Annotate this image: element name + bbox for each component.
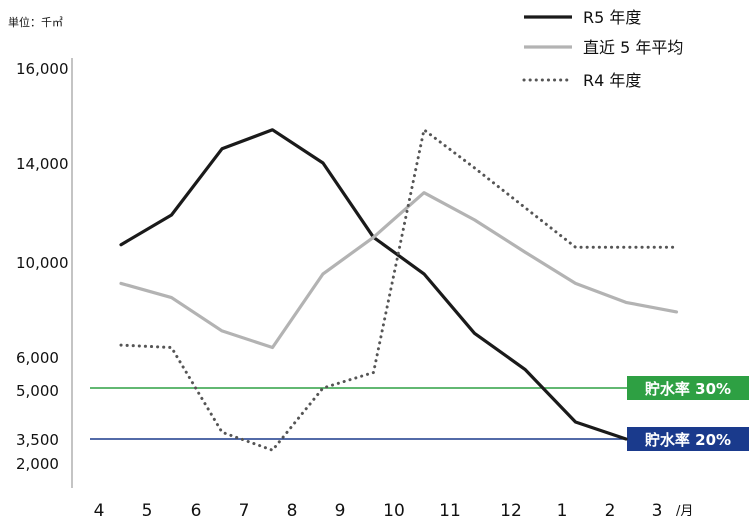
legend-label: R4 年度: [583, 71, 641, 90]
y-tick-labels: 16,000 14,000 10,000 6,000 5,000 3,500 2,000: [16, 60, 69, 473]
unit-label: 単位：千㎥: [8, 15, 63, 29]
y-tick-label: 6,000: [16, 349, 59, 367]
x-tick-label: 12: [500, 501, 522, 520]
series-line: [119, 128, 678, 452]
reference-label: 貯水率 20%: [645, 431, 731, 449]
series-lines: [119, 128, 679, 452]
x-tick-label: 9: [335, 501, 346, 520]
x-tick-label: 2: [605, 501, 616, 520]
y-tick-label: 2,000: [16, 455, 59, 473]
reference-label-box: [627, 376, 749, 400]
x-tick-label: 5: [142, 501, 153, 520]
y-tick-label: 16,000: [16, 60, 69, 78]
y-tick-label: 14,000: [16, 155, 69, 173]
y-tick-label: 10,000: [16, 254, 69, 272]
y-tick-label: 5,000: [16, 382, 59, 400]
legend-label: R5 年度: [583, 8, 641, 27]
x-tick-label: 8: [287, 501, 298, 520]
series-line: [119, 191, 679, 350]
reference-label: 貯水率 30%: [645, 380, 731, 398]
reference-lines: 貯水率 30% 貯水率 20%: [90, 376, 749, 451]
x-tick-label: 7: [239, 501, 250, 520]
x-tick-label: 4: [94, 501, 105, 520]
x-unit-label: /月: [676, 504, 693, 519]
x-tick-labels: 4 5 6 7 8 9 10 11 12 1 2 3/月: [94, 501, 694, 520]
x-tick-label: 1: [557, 501, 568, 520]
y-tick-label: 3,500: [16, 431, 59, 449]
legend-label: 直近 5 年平均: [583, 38, 683, 57]
x-tick-label: 6: [191, 501, 202, 520]
reference-label-box: [627, 427, 749, 451]
x-tick-label: 10: [383, 501, 405, 520]
series-line: [119, 128, 628, 441]
x-tick-label: 11: [439, 501, 461, 520]
x-tick-label: 3: [652, 501, 663, 520]
